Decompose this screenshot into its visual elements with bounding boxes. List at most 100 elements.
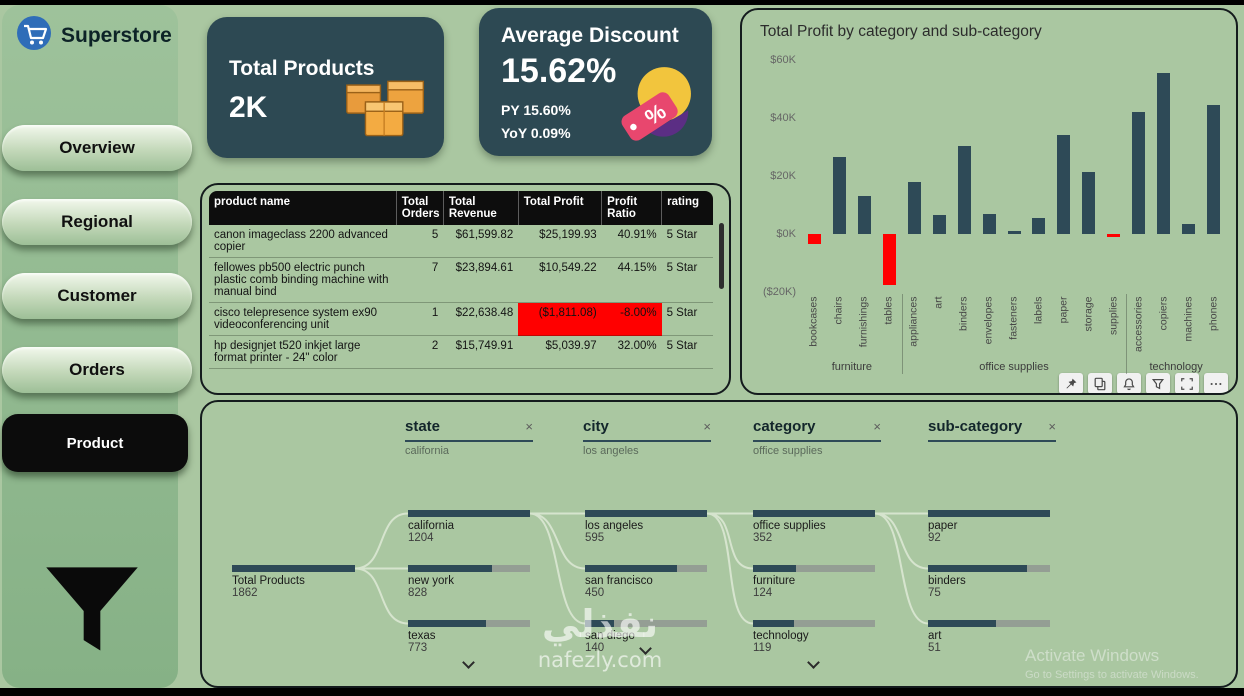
kpi-card-average-discount: Average Discount 15.62% PY 15.60% YoY 0.… [479,8,712,156]
node-bar-fill [585,620,614,627]
chart-bar-furnishings[interactable] [857,196,871,234]
tree-node-san-francisco[interactable]: san francisco 450 [585,565,707,599]
table-row[interactable]: hp designjet t520 inkjet large format pr… [209,335,713,369]
tree-node-furniture[interactable]: furniture 124 [753,565,875,599]
node-value: 75 [928,587,941,599]
more-options-icon[interactable] [1204,373,1228,393]
tree-node-new-york[interactable]: new york 828 [408,565,530,599]
tree-node-technology[interactable]: technology 119 [753,620,875,654]
node-value: 828 [408,587,428,599]
product-table-panel: product name Total Orders Total Revenue … [200,183,731,395]
node-bar-fill [753,565,796,572]
x-axis-label: storage [1082,296,1095,332]
cell-product-name: fellowes pb500 electric punch plastic co… [209,257,397,303]
chart-bar-fasteners[interactable] [1007,231,1021,234]
node-label: technology [753,630,809,642]
tree-header-value: office supplies [753,445,823,457]
group-label-technology: technology [1149,361,1203,373]
chart-bar-chairs[interactable] [832,156,846,234]
node-label: office supplies [753,520,826,532]
tree-node-los-angeles[interactable]: los angeles 595 [585,510,707,544]
remove-level-icon[interactable]: × [1048,419,1056,434]
chart-bar-binders[interactable] [957,146,971,234]
cell-product-name: cisco telepresence system ex90 videoconf… [209,302,397,336]
chart-bar-storage[interactable] [1082,172,1096,234]
remove-level-icon[interactable]: × [873,419,881,434]
tree-node-binders[interactable]: binders 75 [928,565,1050,599]
y-axis-label: $20K [770,170,796,182]
col-header-profit-ratio[interactable]: Profit Ratio [601,191,662,225]
node-label: new york [408,575,455,587]
chart-bar-machines[interactable] [1182,224,1196,234]
tree-header-city: city × [583,418,711,442]
node-bar [408,510,530,517]
kpi-card-total-products: Total Products 2K [207,17,444,158]
col-header-total-orders[interactable]: Total Orders [395,191,444,225]
sidebar-item-orders[interactable]: Orders [2,347,192,393]
col-header-total-profit[interactable]: Total Profit [517,191,602,225]
node-value: 773 [408,642,428,654]
node-bar-fill [928,510,1050,517]
kpi-value: 15.62% [501,52,617,90]
sidebar: Superstore Overview Regional Customer Or… [2,5,192,688]
chart-bar-appliances[interactable] [907,181,921,234]
col-header-total-revenue[interactable]: Total Revenue [442,191,519,225]
sidebar-item-customer[interactable]: Customer [2,273,192,319]
tree-header-state: state × [405,418,533,442]
alert-icon[interactable] [1117,373,1141,393]
col-header-rating[interactable]: rating [661,191,713,225]
table-row[interactable]: canon imageclass 2200 advanced copier 5 $6… [209,225,713,258]
tree-node-california[interactable]: california 1204 [408,510,530,544]
group-separator [901,294,903,374]
col-header-product-name[interactable]: product name [209,191,397,225]
table-header-row: product name Total Orders Total Revenue … [209,191,713,225]
sidebar-item-product[interactable]: Product [2,414,188,472]
chart-bar-art[interactable] [932,215,946,234]
table-row[interactable]: fellowes pb500 electric punch plastic co… [209,257,713,303]
tree-node-texas[interactable]: texas 773 [408,620,530,654]
cell-total-profit: $25,199.93 [518,225,602,258]
copy-icon[interactable] [1088,373,1112,393]
tree-node-art[interactable]: art 51 [928,620,1050,654]
chart-bar-bookcases[interactable] [807,234,821,245]
tree-node-san-diego[interactable]: san diego 140 [585,620,707,654]
group-separator [1126,294,1128,374]
x-axis-label: machines [1182,296,1195,342]
table-scrollbar[interactable] [719,223,724,289]
remove-level-icon[interactable]: × [703,419,711,434]
chart-bar-paper[interactable] [1057,135,1071,234]
tree-node-paper[interactable]: paper 92 [928,510,1050,544]
table-row[interactable]: cisco telepresence system ex90 videoconf… [209,302,713,336]
chart-bar-tables[interactable] [882,234,896,286]
chart-bar-phones[interactable] [1207,104,1221,234]
expand-more-chevron[interactable] [462,656,475,669]
chart-bar-supplies[interactable] [1107,234,1121,238]
node-label: furniture [753,575,796,587]
chart-bar-labels[interactable] [1032,218,1046,234]
x-axis-label: fasteners [1007,296,1020,340]
chart-bar-copiers[interactable] [1157,72,1171,234]
remove-level-icon[interactable]: × [525,419,533,434]
node-bar-fill [585,565,678,572]
tree-header-value: los angeles [583,445,639,457]
sidebar-item-regional[interactable]: Regional [2,199,192,245]
x-axis-label: furnishings [857,296,870,348]
node-bar [928,510,1050,517]
funnel-icon[interactable] [40,563,144,657]
cell-total-profit: ($1,811.08) [518,302,602,336]
tree-node-root[interactable]: Total Products 1862 [232,565,355,599]
cell-total-profit: $10,549.22 [518,257,602,303]
chart-bar-envelopes[interactable] [982,213,996,234]
tree-header-label: state [405,418,441,435]
node-value: 92 [928,532,941,544]
tree-header-label: city [583,418,609,435]
pin-icon[interactable] [1059,373,1083,393]
focus-mode-icon[interactable] [1175,373,1199,393]
profit-chart-panel: Total Profit by category and sub-categor… [740,8,1238,395]
sidebar-item-overview[interactable]: Overview [2,125,192,171]
filter-icon[interactable] [1146,373,1170,393]
node-bar-fill [408,510,530,517]
tree-node-office-supplies[interactable]: office supplies 352 [753,510,875,544]
chart-bar-accessories[interactable] [1132,112,1146,234]
expand-more-chevron[interactable] [807,656,820,669]
